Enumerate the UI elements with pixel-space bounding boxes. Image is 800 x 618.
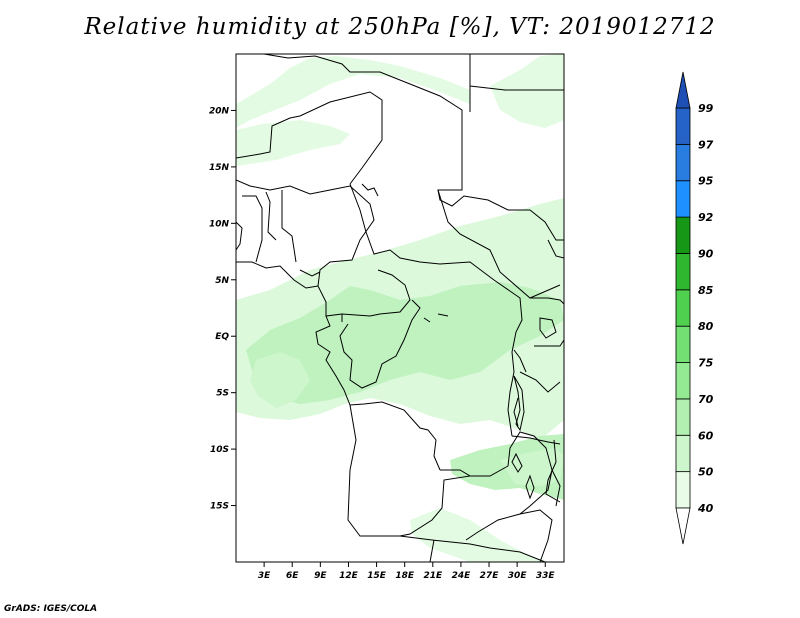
colorbar-label: 60	[698, 429, 714, 442]
colorbar-segment	[675, 143, 691, 182]
colorbar-label: 85	[698, 284, 714, 297]
colorbar-segment	[675, 325, 691, 363]
colorbar-lower-arrow	[675, 507, 691, 545]
colorbar-segment	[675, 216, 691, 254]
lat-tick-label: 10N	[209, 219, 230, 229]
humidity-region-northeast	[490, 54, 564, 128]
lon-tick-label: 15E	[367, 571, 387, 581]
colorbar-label: 50	[698, 466, 714, 479]
colorbar-label: 92	[698, 211, 714, 224]
map-title: Relative humidity at 250hPa [%], VT: 201…	[84, 14, 716, 40]
country-borders	[236, 54, 564, 562]
colorbar-segment	[675, 362, 691, 400]
humidity-region-south	[410, 508, 550, 562]
humidity-region-north	[236, 56, 470, 128]
colorbar-segment	[675, 180, 691, 218]
colorbar-segment	[675, 289, 691, 327]
colorbar-label: 80	[698, 320, 714, 333]
lon-tick-label: 33E	[536, 571, 556, 581]
colorbar-segment	[675, 253, 691, 291]
lat-tick-label: 5S	[216, 389, 229, 399]
lat-tick-label: 10S	[210, 445, 229, 455]
colorbar-segment	[675, 434, 691, 473]
lat-tick-label: 20N	[209, 106, 230, 116]
lon-tick-label: 18E	[395, 571, 415, 581]
humidity-region-lakes	[500, 448, 564, 486]
lat-tick-label: 5N	[215, 276, 229, 286]
lake-outlines	[423, 313, 557, 500]
colorbar-upper-arrow	[675, 71, 691, 109]
lat-tick-label: EQ	[215, 332, 229, 342]
colorbar-label: 70	[698, 393, 714, 406]
lon-tick-label: 3E	[258, 571, 271, 581]
lon-tick-label: 9E	[314, 571, 327, 581]
lat-tick-label: 15S	[210, 502, 229, 512]
colorbar-segment	[675, 107, 691, 145]
colorbar-label: 90	[698, 247, 714, 260]
plot-frame	[235, 53, 565, 563]
colorbar-label: 97	[698, 138, 714, 151]
humidity-region-west	[236, 120, 350, 166]
lon-tick-label: 12E	[339, 571, 359, 581]
grads-credit: GrADS: IGES/COLA	[4, 604, 98, 614]
lon-tick-label: 24E	[452, 571, 472, 581]
longitude-axis: 3E 6E 9E 12E 15E 18E 21E 24E 27E 30E 33E	[258, 562, 556, 581]
colorbar-label: 95	[698, 175, 714, 188]
humidity-region-southwest	[250, 352, 310, 408]
colorbar-label: 40	[697, 502, 714, 515]
colorbar: 40 50 60 70 75 80 85 90 92 95 97 99	[675, 71, 714, 545]
colorbar-label: 99	[698, 102, 714, 115]
lon-tick-label: 30E	[508, 571, 528, 581]
colorbar-segment	[675, 471, 691, 509]
lat-tick-label: 15N	[209, 163, 230, 173]
lon-tick-label: 21E	[423, 571, 443, 581]
humidity-shading	[236, 54, 564, 562]
latitude-axis: 20N 15N 10N 5N EQ 5S 10S 15S	[209, 106, 236, 512]
colorbar-label: 75	[698, 357, 714, 370]
lon-tick-label: 27E	[480, 571, 500, 581]
lon-tick-label: 6E	[286, 571, 299, 581]
colorbar-segment	[675, 398, 691, 436]
